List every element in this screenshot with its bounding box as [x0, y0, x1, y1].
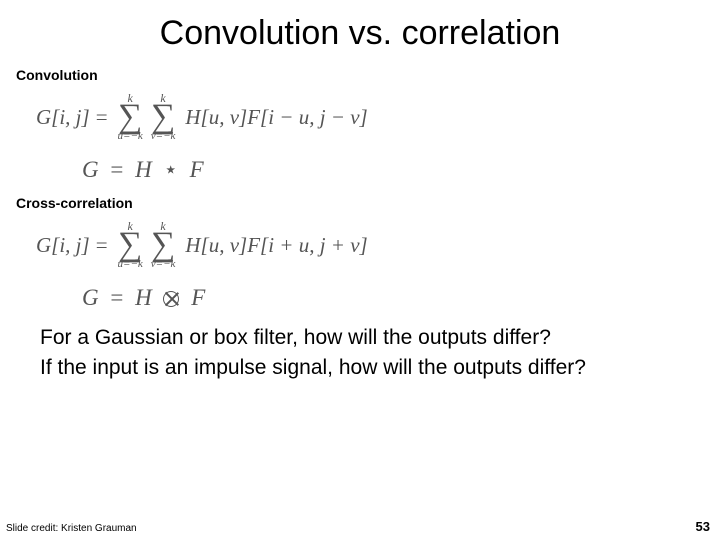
correlation-formula: G[i, j] = k ∑ u=−k k ∑ v=−k H[u, v]F[i +…: [0, 213, 720, 311]
conv-sum1-bot: u=−k: [118, 131, 143, 142]
conv-short-F: F: [190, 157, 204, 182]
corr-lhs: G[i, j]: [36, 233, 90, 258]
corr-eq: =: [96, 233, 108, 258]
sigma-icon: ∑: [151, 230, 175, 261]
conv-short-H: H: [135, 157, 152, 182]
conv-sum2: k ∑ v=−k: [151, 92, 176, 143]
conv-sum2-bot: v=−k: [151, 131, 176, 142]
corr-sum2: k ∑ v=−k: [151, 220, 176, 271]
correlation-label: Cross-correlation: [0, 195, 720, 211]
correlation-sum-formula: G[i, j] = k ∑ u=−k k ∑ v=−k H[u, v]F[i +…: [36, 213, 720, 277]
question-1: For a Gaussian or box filter, how will t…: [40, 323, 720, 353]
convolution-short-formula: G = H ⋆ F: [36, 157, 720, 183]
convolution-label: Convolution: [0, 67, 720, 83]
corr-short-eq: =: [110, 285, 123, 310]
conv-lhs: G[i, j]: [36, 105, 90, 130]
convolution-formula: G[i, j] = k ∑ u=−k k ∑ v=−k H[u, v]F[i −…: [0, 85, 720, 183]
page-number: 53: [696, 519, 710, 534]
corr-sum1-bot: u=−k: [118, 259, 143, 270]
conv-rhs: H[u, v]F[i − u, j − v]: [185, 105, 367, 130]
sigma-icon: ∑: [151, 102, 175, 133]
slide-credit: Slide credit: Kristen Grauman: [6, 523, 137, 534]
conv-sum1: k ∑ u=−k: [118, 92, 143, 143]
slide-title: Convolution vs. correlation: [0, 0, 720, 63]
corr-sum2-bot: v=−k: [151, 259, 176, 270]
questions-block: For a Gaussian or box filter, how will t…: [0, 323, 720, 384]
question-2: If the input is an impulse signal, how w…: [40, 353, 720, 383]
corr-short-F: F: [191, 285, 205, 310]
otimes-icon: [163, 291, 179, 307]
convolution-sum-formula: G[i, j] = k ∑ u=−k k ∑ v=−k H[u, v]F[i −…: [36, 85, 720, 149]
corr-rhs: H[u, v]F[i + u, j + v]: [185, 233, 367, 258]
conv-short-G: G: [82, 157, 99, 182]
sigma-icon: ∑: [118, 230, 142, 261]
corr-short-H: H: [135, 285, 152, 310]
corr-sum1: k ∑ u=−k: [118, 220, 143, 271]
conv-short-eq: =: [110, 157, 123, 182]
star-icon: ⋆: [163, 157, 177, 182]
conv-eq: =: [96, 105, 108, 130]
correlation-short-formula: G = H F: [36, 285, 720, 311]
corr-short-G: G: [82, 285, 99, 310]
sigma-icon: ∑: [118, 102, 142, 133]
